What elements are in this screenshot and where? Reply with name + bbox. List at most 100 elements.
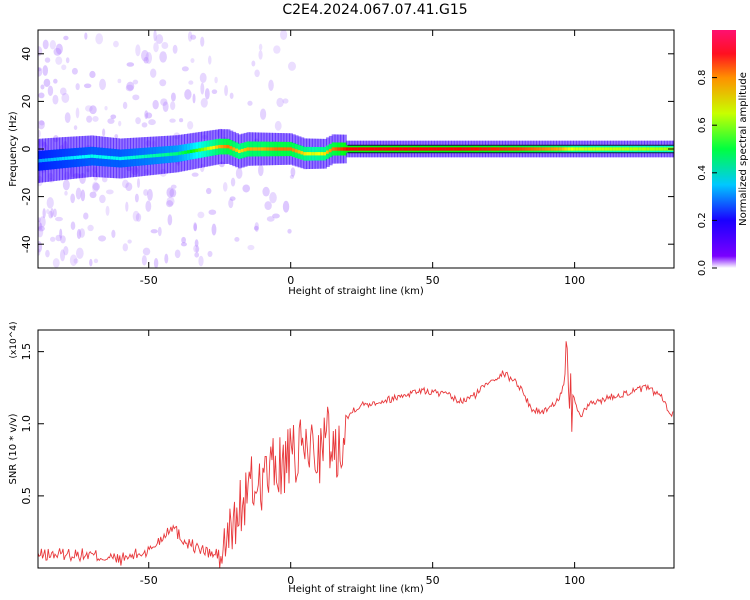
ridge-core [47, 158, 52, 162]
ridge-core [127, 156, 132, 160]
ridge-core [561, 147, 566, 151]
noise-blob [282, 98, 289, 104]
noise-blob [184, 89, 192, 100]
ridge-core [436, 147, 441, 151]
noise-blob [181, 66, 189, 72]
noise-blob [148, 119, 156, 126]
x-tick-label: 100 [564, 574, 585, 587]
noise-blob [122, 179, 129, 189]
noise-blob [43, 78, 51, 87]
noise-blob [150, 229, 158, 234]
noise-blob [122, 101, 128, 110]
noise-blob [159, 51, 167, 63]
noise-blob [274, 120, 282, 131]
ridge-core [161, 153, 166, 157]
noise-blob [199, 72, 207, 83]
noise-blob [169, 188, 177, 198]
noise-blob [229, 196, 236, 201]
ridge-core [206, 146, 211, 151]
noise-blob [126, 62, 135, 67]
ridge-core [246, 147, 251, 151]
noise-blob [75, 187, 82, 200]
noise-blob [211, 223, 217, 236]
ridge-core [462, 147, 467, 151]
noise-blob [188, 80, 194, 85]
ridge-core [331, 147, 336, 151]
noise-blob [125, 84, 134, 92]
snr-xlabel: Height of straight line (km) [288, 584, 424, 595]
y-tick-label: 0.5 [20, 487, 33, 505]
ridge-core [354, 147, 359, 151]
ridge-core [382, 147, 387, 151]
noise-blob [65, 57, 70, 64]
ridge-core [328, 148, 333, 153]
noise-blob [145, 200, 152, 212]
ridge-core [493, 147, 498, 151]
ridge-core [195, 148, 200, 153]
ridge-core [107, 155, 112, 160]
noise-blob [200, 36, 205, 47]
ridge-core [414, 147, 418, 151]
ridge-core [169, 152, 174, 156]
ridge-core [374, 147, 379, 151]
noise-blob [102, 128, 106, 137]
noise-blob [282, 200, 290, 213]
noise-blob [197, 211, 205, 219]
colorbar-label: Normalized spectral amplitude [738, 72, 749, 226]
ridge-core [644, 147, 648, 151]
noise-blob [141, 122, 148, 128]
noise-blob [141, 49, 149, 62]
ridge-core [564, 147, 569, 151]
ridge-core [550, 147, 555, 151]
ridge-core [235, 148, 239, 152]
ridge-core [257, 147, 262, 151]
ridge-core [218, 144, 222, 149]
noise-blob [60, 249, 66, 262]
ridge-core [317, 152, 322, 156]
ridge-core [277, 147, 282, 151]
noise-blob [105, 205, 110, 216]
noise-blob [143, 56, 149, 64]
noise-blob [99, 194, 106, 204]
noise-blob [53, 208, 57, 218]
ridge-core [212, 145, 217, 150]
ridge-core [164, 153, 168, 157]
ridge-core [357, 147, 362, 151]
noise-blob [242, 184, 251, 193]
noise-blob [276, 97, 284, 108]
ridge-core [411, 147, 415, 151]
ridge-core [584, 147, 589, 151]
noise-blob [187, 31, 193, 42]
noise-blob [162, 101, 169, 113]
ridge-core [578, 147, 583, 151]
ridge-core [402, 147, 407, 151]
noise-blob [125, 182, 133, 192]
ridge-core [590, 147, 594, 151]
noise-blob [87, 224, 94, 232]
noise-blob [45, 249, 50, 258]
noise-blob [84, 105, 93, 112]
noise-blob [89, 105, 97, 115]
noise-blob [268, 79, 274, 91]
ridge-core [419, 147, 424, 151]
noise-blob [272, 213, 280, 219]
ridge-core [567, 147, 572, 151]
ridge-core [90, 154, 95, 158]
noise-blob [73, 125, 78, 130]
ridge-core [507, 147, 512, 151]
ridge-core [243, 148, 248, 152]
ridge-core [655, 147, 660, 151]
noise-blob [193, 222, 197, 231]
ridge-core [601, 147, 606, 151]
noise-blob [142, 247, 151, 256]
ridge-core [629, 147, 634, 151]
ridge-core [291, 148, 296, 152]
noise-blob [224, 84, 228, 97]
noise-blob [157, 226, 162, 237]
ridge-core [252, 147, 256, 151]
noise-blob [230, 177, 236, 187]
ridge-core [479, 147, 484, 151]
spectrogram-xlabel: Height of straight line (km) [288, 286, 424, 297]
noise-blob [50, 207, 54, 218]
